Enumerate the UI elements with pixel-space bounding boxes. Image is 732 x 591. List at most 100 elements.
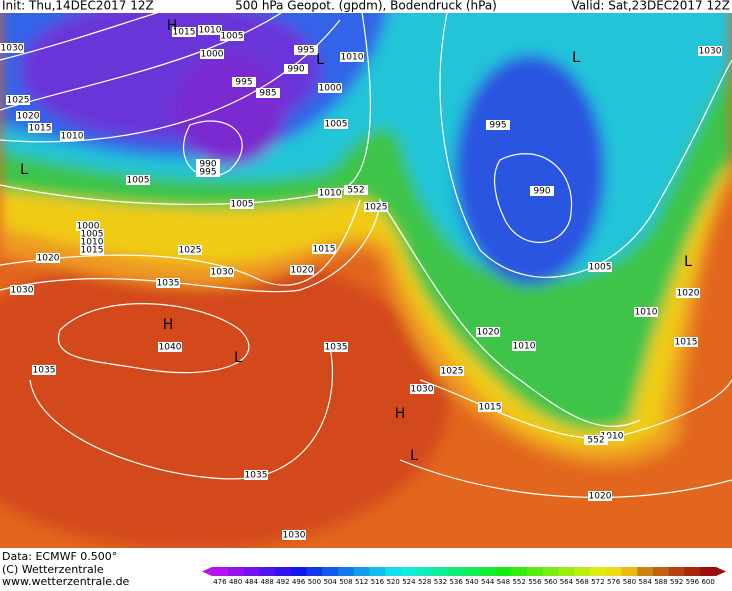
colorbar: 476 480 484 488 492 496 500 504 508 512 516 520 524 5… <box>202 567 726 586</box>
pressure-center: H <box>395 406 406 422</box>
colorbar-swatch <box>574 567 591 576</box>
label-box <box>478 402 502 412</box>
colorbar-label: 552 <box>512 578 525 586</box>
url: www.wetterzentrale.de <box>2 575 130 587</box>
colorbar-label: 568 <box>575 578 588 586</box>
label-box <box>32 365 56 375</box>
label-box <box>294 45 318 55</box>
isobar-label: 995 <box>297 46 314 56</box>
isobar-label: 1015 <box>81 246 104 256</box>
colorbar-label: 588 <box>654 578 667 586</box>
colorbar-label: 528 <box>418 578 431 586</box>
map-field <box>0 0 732 548</box>
label-box <box>200 49 224 59</box>
colorbar-swatch <box>558 567 575 576</box>
isobar-label: 1020 <box>477 328 500 338</box>
isobar-label: 1025 <box>441 367 464 377</box>
label-box <box>126 175 150 185</box>
label-box <box>600 431 624 441</box>
colorbar-swatch <box>605 567 622 576</box>
colorbar-swatch <box>590 567 607 576</box>
isobar-label: 1020 <box>17 112 40 122</box>
isobar-label: 1010 <box>81 238 104 248</box>
isobar-label: 1030 <box>283 531 306 541</box>
colorbar-swatch <box>338 567 355 576</box>
label-box <box>210 267 234 277</box>
copyright: (C) Wetterzentrale <box>2 563 104 576</box>
colorbar-swatch <box>527 567 544 576</box>
colorbar-label: 480 <box>229 578 242 586</box>
pressure-center: L <box>684 254 692 270</box>
colorbar-label: 496 <box>292 578 306 586</box>
isobar-label: 990 <box>287 65 304 75</box>
colorbar-label: 532 <box>434 578 447 586</box>
pressure-center: L <box>316 52 324 68</box>
isobar-label: 1015 <box>675 338 698 348</box>
colorbar-label: 572 <box>591 578 604 586</box>
isobar-label: 995 <box>235 78 252 88</box>
colorbar-end <box>202 567 212 576</box>
isobar-label: 995 <box>489 121 506 131</box>
label-box <box>80 237 104 247</box>
isobar-label: 1020 <box>589 492 612 502</box>
label-box <box>318 83 342 93</box>
isobar-label: 1015 <box>313 245 336 255</box>
label-box <box>324 119 348 129</box>
label-box <box>530 186 554 196</box>
colorbar-swatch <box>416 567 433 576</box>
label-box <box>6 95 30 105</box>
isobar-label: 1010 <box>601 432 624 442</box>
map-title: 500 hPa Geopot. (gpdm), Bodendruck (hPa) <box>235 0 497 13</box>
label-box <box>282 530 306 540</box>
colorbar-swatch <box>542 567 559 576</box>
isobar-label: 995 <box>199 168 216 178</box>
colorbar-swatch <box>653 567 670 576</box>
isobar-label: 1030 <box>699 47 722 57</box>
label-box <box>440 366 464 376</box>
colorbar-label: 492 <box>276 578 289 586</box>
isobar-label: 1030 <box>411 385 434 395</box>
colorbar-swatch <box>668 567 685 576</box>
label-box <box>324 342 348 352</box>
colorbar-label: 488 <box>260 578 273 586</box>
label-box <box>158 342 182 352</box>
label-box <box>410 384 434 394</box>
colorbar-swatch <box>290 567 307 576</box>
label-box <box>156 278 180 288</box>
isobar-label: 1020 <box>37 254 60 264</box>
label-box <box>344 185 368 195</box>
label-box <box>486 120 510 130</box>
pressure-centers: H L H L L L L L H <box>20 18 692 464</box>
colorbar-swatch <box>259 567 276 576</box>
label-box <box>588 491 612 501</box>
label-box <box>584 435 608 445</box>
label-box <box>284 64 308 74</box>
isobar-label: 1010 <box>199 26 222 36</box>
isobar-label: 1025 <box>7 96 30 106</box>
colorbar-label: 516 <box>371 578 385 586</box>
label-box <box>28 123 52 133</box>
colorbar-swatch <box>275 567 292 576</box>
colorbar-label: 560 <box>544 578 557 586</box>
colorbar-label: 504 <box>323 578 337 586</box>
colorbar-label: 580 <box>623 578 636 586</box>
isobar-label: 1010 <box>635 308 658 318</box>
colorbar-swatch <box>495 567 512 576</box>
colorbar-end <box>716 567 726 576</box>
isobar-label: 1005 <box>325 120 348 130</box>
colorbar-label: 576 <box>607 578 621 586</box>
colorbar-label: 512 <box>355 578 368 586</box>
label-box <box>16 111 40 121</box>
label-box <box>76 221 100 231</box>
isobar-label: 1015 <box>173 28 196 38</box>
colorbar-swatch <box>432 567 449 576</box>
isobar-label: 1020 <box>677 289 700 299</box>
colorbar-label: 548 <box>497 578 510 586</box>
valid-time: Valid: Sat,23DEC2017 12Z <box>571 0 730 13</box>
label-box <box>172 27 196 37</box>
colorbar-swatch <box>621 567 638 576</box>
colorbar-swatch <box>684 567 701 576</box>
isobar-label: 1000 <box>319 84 342 94</box>
isobar-label: 985 <box>259 89 276 99</box>
